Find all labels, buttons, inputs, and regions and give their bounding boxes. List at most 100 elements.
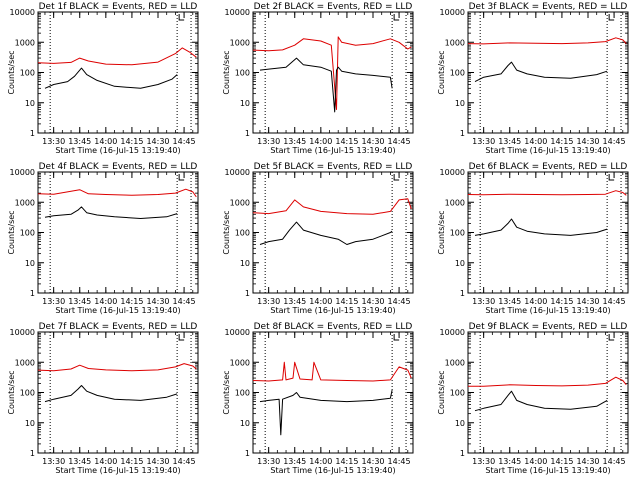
y-tick-label: 1 bbox=[460, 449, 465, 458]
panel-title: Det 3f BLACK = Events, RED = LLD bbox=[469, 2, 628, 12]
y-tick-label: 10000 bbox=[440, 328, 465, 337]
series-line bbox=[252, 361, 412, 382]
y-tick-label: 100 bbox=[450, 69, 465, 78]
interval-bracket bbox=[178, 334, 185, 341]
y-tick-label: 100 bbox=[20, 229, 35, 238]
x-tick-label: 14:30 bbox=[361, 137, 384, 146]
panel-1: Det 1f BLACK = Events, RED = LLD 1 10 100 10… bbox=[7, 2, 199, 155]
y-tick-label: 1000 bbox=[15, 358, 35, 367]
y-tick-label: 10000 bbox=[10, 168, 35, 177]
x-tick-label: 13:45 bbox=[68, 297, 91, 306]
x-tick-label: 14:00 bbox=[524, 137, 547, 146]
panel-9: Det 9f BLACK = Events, RED = LLD 1 10 100 10… bbox=[437, 322, 629, 475]
panel-title: Det 5f BLACK = Events, RED = LLD bbox=[254, 162, 413, 172]
x-tick-label: 13:30 bbox=[472, 457, 495, 466]
x-tick-label: 14:45 bbox=[173, 297, 196, 306]
x-tick-label: 14:15 bbox=[550, 457, 573, 466]
x-axis-label: Start Time (16-Jul-15 13:19:40) bbox=[55, 146, 180, 155]
y-tick-label: 10000 bbox=[10, 328, 35, 337]
x-tick-label: 14:30 bbox=[146, 137, 169, 146]
x-tick-label: 14:00 bbox=[309, 137, 332, 146]
x-tick-label: 14:45 bbox=[388, 297, 411, 306]
y-tick-label: 10 bbox=[455, 99, 465, 108]
panel-8: Det 8f BLACK = Events, RED = LLD 1 10 100 10… bbox=[222, 322, 414, 475]
series-line bbox=[37, 47, 197, 66]
x-tick-label: 13:30 bbox=[42, 457, 65, 466]
x-tick-label: 14:00 bbox=[94, 297, 117, 306]
y-tick-label: 1 bbox=[245, 289, 250, 298]
y-tick-label: 1000 bbox=[15, 38, 35, 47]
x-tick-label: 14:30 bbox=[361, 297, 384, 306]
y-tick-label: 10000 bbox=[225, 168, 250, 177]
x-axis-label: Start Time (16-Jul-15 13:19:40) bbox=[55, 306, 180, 315]
x-tick-label: 13:30 bbox=[42, 137, 65, 146]
x-tick-label: 14:45 bbox=[388, 137, 411, 146]
panel-4: Det 4f BLACK = Events, RED = LLD 1 10 100 10… bbox=[7, 162, 199, 315]
y-axis-label: Counts/sec bbox=[437, 210, 446, 254]
panel-title: Det 7f BLACK = Events, RED = LLD bbox=[39, 322, 198, 332]
y-axis-label: Counts/sec bbox=[7, 210, 16, 254]
series-line bbox=[468, 376, 627, 387]
y-tick-label: 1 bbox=[460, 129, 465, 138]
x-tick-label: 14:45 bbox=[173, 457, 196, 466]
x-tick-label: 13:45 bbox=[68, 137, 91, 146]
plot-frame bbox=[467, 331, 629, 454]
x-tick-label: 14:30 bbox=[361, 457, 384, 466]
x-tick-label: 14:00 bbox=[524, 457, 547, 466]
interval-bracket bbox=[608, 334, 615, 341]
series-line bbox=[467, 190, 627, 196]
plot-frame bbox=[37, 171, 199, 294]
y-tick-label: 10000 bbox=[440, 168, 465, 177]
plot-frame bbox=[37, 331, 199, 454]
y-axis-label: Counts/sec bbox=[222, 210, 231, 254]
series-line bbox=[252, 198, 412, 215]
y-axis-label: Counts/sec bbox=[7, 50, 16, 94]
y-tick-label: 1 bbox=[30, 289, 35, 298]
x-tick-label: 14:15 bbox=[335, 137, 358, 146]
panel-6: Det 6f BLACK = Events, RED = LLD 1 10 100 10… bbox=[437, 162, 629, 315]
x-tick-label: 14:15 bbox=[120, 297, 143, 306]
x-tick-label: 14:00 bbox=[309, 297, 332, 306]
y-tick-label: 100 bbox=[450, 389, 465, 398]
x-axis-label: Start Time (16-Jul-15 13:19:40) bbox=[485, 306, 610, 315]
y-tick-label: 10000 bbox=[225, 8, 250, 17]
x-tick-label: 13:45 bbox=[498, 297, 521, 306]
panel-title: Det 8f BLACK = Events, RED = LLD bbox=[254, 322, 413, 332]
x-axis-label: Start Time (16-Jul-15 13:19:40) bbox=[270, 306, 395, 315]
series-line bbox=[37, 363, 197, 372]
panel-title: Det 4f BLACK = Events, RED = LLD bbox=[39, 162, 198, 172]
series-line bbox=[44, 206, 178, 219]
x-tick-label: 14:45 bbox=[603, 457, 626, 466]
x-axis-label: Start Time (16-Jul-15 13:19:40) bbox=[485, 146, 610, 155]
y-tick-label: 100 bbox=[235, 69, 250, 78]
series-line bbox=[252, 36, 412, 110]
x-tick-label: 13:45 bbox=[283, 297, 306, 306]
plot-frame bbox=[252, 331, 414, 454]
x-tick-label: 14:45 bbox=[173, 137, 196, 146]
y-tick-label: 10000 bbox=[10, 8, 35, 17]
interval-bracket bbox=[393, 14, 400, 21]
y-tick-label: 1000 bbox=[230, 198, 250, 207]
y-tick-label: 10 bbox=[455, 419, 465, 428]
x-axis-label: Start Time (16-Jul-15 13:19:40) bbox=[55, 466, 180, 475]
panel-title: Det 6f BLACK = Events, RED = LLD bbox=[469, 162, 628, 172]
x-tick-label: 14:30 bbox=[576, 457, 599, 466]
x-tick-label: 14:30 bbox=[146, 457, 169, 466]
plot-frame bbox=[37, 11, 199, 134]
series-line bbox=[259, 57, 393, 113]
interval-bracket bbox=[393, 174, 400, 181]
series-line bbox=[37, 188, 197, 198]
x-tick-label: 14:30 bbox=[146, 297, 169, 306]
series-line bbox=[44, 67, 178, 89]
series-line bbox=[44, 385, 178, 403]
panel-3: Det 3f BLACK = Events, RED = LLD 1 10 100 10… bbox=[437, 2, 629, 155]
y-tick-label: 1000 bbox=[445, 198, 465, 207]
y-axis-label: Counts/sec bbox=[437, 50, 446, 94]
y-tick-label: 1 bbox=[245, 129, 250, 138]
series-line bbox=[474, 218, 608, 236]
y-tick-label: 10 bbox=[240, 99, 250, 108]
x-tick-label: 14:45 bbox=[603, 137, 626, 146]
y-tick-label: 1000 bbox=[445, 358, 465, 367]
